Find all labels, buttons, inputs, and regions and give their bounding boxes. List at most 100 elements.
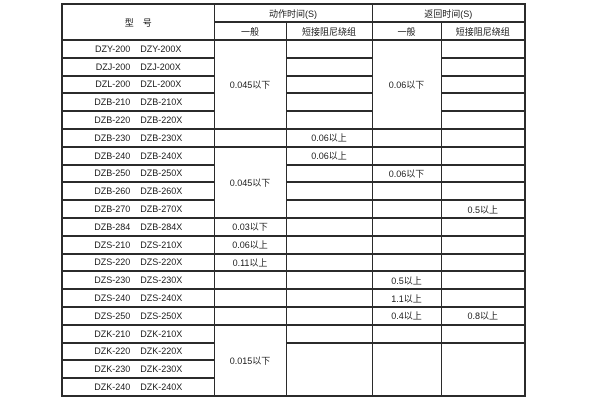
action-time-short-damping-cell	[285, 110, 373, 130]
model-cell: DZJ-200 DZJ-200X	[61, 56, 215, 77]
model-name: DZS-250	[94, 310, 131, 321]
return-time-short-damping-cell	[440, 39, 526, 59]
action-time-short-damping-cell: 0.06以上	[285, 127, 373, 148]
action-time-short-damping-cell	[285, 74, 373, 95]
model-name-pair: DZS-210 DZS-210X	[63, 239, 213, 250]
model-cell: DZB-220 DZB-220X	[61, 110, 215, 130]
action-time-short-damping-cell	[285, 252, 373, 273]
return-time-general-cell	[371, 341, 442, 397]
model-name-pair: DZK-240 DZK-240X	[63, 382, 213, 393]
model-name: DZK-230	[94, 364, 131, 375]
table-row: DZS-210 DZS-210X 0.06以上	[61, 234, 526, 255]
return-time-short-damping-cell	[440, 216, 526, 237]
model-name: DZK-220	[94, 346, 131, 357]
action-time-general-cell	[213, 127, 287, 148]
return-time-short-damping-cell	[440, 181, 526, 202]
model-name: DZB-250X	[140, 168, 183, 179]
action-time-general-cell	[213, 288, 287, 308]
action-time-short-damping-cell	[285, 92, 373, 113]
model-name: DZS-210	[94, 239, 131, 250]
action-time-short-damping-cell	[285, 234, 373, 255]
model-cell: DZS-230 DZS-230X	[61, 270, 215, 291]
model-name: DZB-260	[94, 186, 131, 197]
model-name: DZL-200	[95, 79, 131, 90]
model-name: DZS-240X	[140, 293, 183, 304]
model-name-pair: DZS-230 DZS-230X	[63, 275, 213, 286]
model-name: DZK-220X	[140, 346, 183, 357]
return-time-general-cell	[371, 252, 442, 273]
model-cell: DZL-200 DZL-200X	[61, 74, 215, 95]
model-name-pair: DZY-200 DZY-200X	[63, 44, 213, 54]
action-time-general-cell: 0.045以下	[213, 39, 287, 130]
model-cell: DZS-220 DZS-220X	[61, 252, 215, 273]
model-name: DZS-250X	[140, 310, 183, 321]
table-row: DZB-284 DZB-284X 0.03以下	[61, 216, 526, 237]
model-name: DZK-240X	[140, 382, 183, 393]
return-time-short-damping-cell	[440, 252, 526, 273]
table-row: DZJ-200 DZJ-200X	[61, 56, 526, 77]
return-time-general-cell: 0.4以上	[371, 305, 442, 326]
return-time-general-cell	[371, 216, 442, 237]
return-time-short-damping-cell	[440, 56, 526, 77]
return-time-general-cell: 0.5以上	[371, 270, 442, 291]
header-return-short-damping: 短接阻尼绕组	[440, 21, 526, 41]
table-row: DZS-230 DZS-230X 0.5以上	[61, 270, 526, 291]
return-time-short-damping-cell	[440, 127, 526, 148]
table-row: DZY-200 DZY-200X 0.045以下 0.06以下	[61, 39, 526, 130]
model-cell: DZK-220 DZK-220X	[61, 341, 215, 362]
model-name-pair: DZS-250 DZS-250X	[63, 310, 213, 321]
model-name-pair: DZB-260 DZB-260X	[63, 186, 213, 197]
model-name-pair: DZK-220 DZK-220X	[63, 346, 213, 357]
model-cell: DZB-270 DZB-270X	[61, 199, 215, 219]
model-name-pair: DZK-210 DZK-210X	[63, 328, 213, 339]
table-row: DZK-210 DZK-210X 0.015以下	[61, 323, 526, 397]
model-name: DZS-220	[94, 257, 131, 268]
model-name: DZB-250	[94, 168, 131, 179]
table-row: DZB-210 DZB-210X	[61, 92, 526, 113]
return-time-general-cell	[371, 145, 442, 166]
model-name-pair: DZS-240 DZS-240X	[63, 293, 213, 304]
table-row: DZB-230 DZB-230X 0.06以上	[61, 127, 526, 148]
header-row-2: 一般 短接阻尼绕组 一般 短接阻尼绕组	[62, 21, 526, 41]
return-time-short-damping-cell: 0.5以上	[440, 199, 526, 219]
model-name: DZB-260X	[140, 186, 183, 197]
model-name-pair: DZS-220 DZS-220X	[63, 257, 213, 268]
table-row: DZB-250 DZB-250X 0.06以下	[61, 163, 526, 184]
model-name: DZB-240	[94, 150, 131, 161]
action-time-general-cell: 0.11以上	[213, 252, 287, 273]
model-name-pair: DZB-284 DZB-284X	[63, 222, 213, 232]
model-cell: DZS-250 DZS-250X	[61, 305, 215, 326]
action-time-short-damping-cell	[285, 270, 373, 291]
header-action-short-damping: 短接阻尼绕组	[285, 21, 373, 41]
model-name: DZJ-200	[95, 61, 131, 72]
model-cell: DZY-200 DZY-200X	[61, 39, 215, 59]
model-name-pair: DZB-240 DZB-240X	[63, 150, 213, 161]
model-cell: DZK-210 DZK-210X	[61, 323, 215, 344]
relay-spec-table: 型 号 动作时间(S) 返回时间(S) 一般 短接阻尼绕组 一般 短接阻尼绕组 …	[61, 3, 526, 397]
return-time-short-damping-cell	[440, 323, 526, 344]
model-name: DZL-200X	[140, 79, 182, 90]
model-name: DZB-230	[94, 132, 131, 143]
action-time-short-damping-cell	[285, 288, 373, 308]
model-name: DZB-270	[94, 204, 131, 215]
model-name: DZB-210X	[140, 97, 183, 108]
model-cell: DZB-210 DZB-210X	[61, 92, 215, 113]
action-time-general-cell: 0.045以下	[213, 145, 287, 219]
model-name-pair: DZB-270 DZB-270X	[63, 204, 213, 215]
model-name-pair: DZK-230 DZK-230X	[63, 364, 213, 375]
model-name: DZK-240	[94, 382, 131, 393]
model-name: DZK-210	[94, 328, 131, 339]
action-time-short-damping-cell	[285, 181, 373, 202]
table-row: DZB-260 DZB-260X	[61, 181, 526, 202]
return-time-short-damping-cell	[440, 74, 526, 95]
return-time-short-damping-cell: 0.8以上	[440, 305, 526, 326]
model-name: DZS-230X	[140, 275, 183, 286]
model-cell: DZK-230 DZK-230X	[61, 359, 215, 380]
header-action-time: 动作时间(S)	[213, 3, 373, 23]
return-time-general-cell	[371, 323, 442, 344]
action-time-short-damping-cell	[285, 216, 373, 237]
model-cell: DZB-240 DZB-240X	[61, 145, 215, 166]
return-time-short-damping-cell	[440, 288, 526, 308]
return-time-short-damping-cell	[440, 92, 526, 113]
return-time-short-damping-cell	[440, 234, 526, 255]
